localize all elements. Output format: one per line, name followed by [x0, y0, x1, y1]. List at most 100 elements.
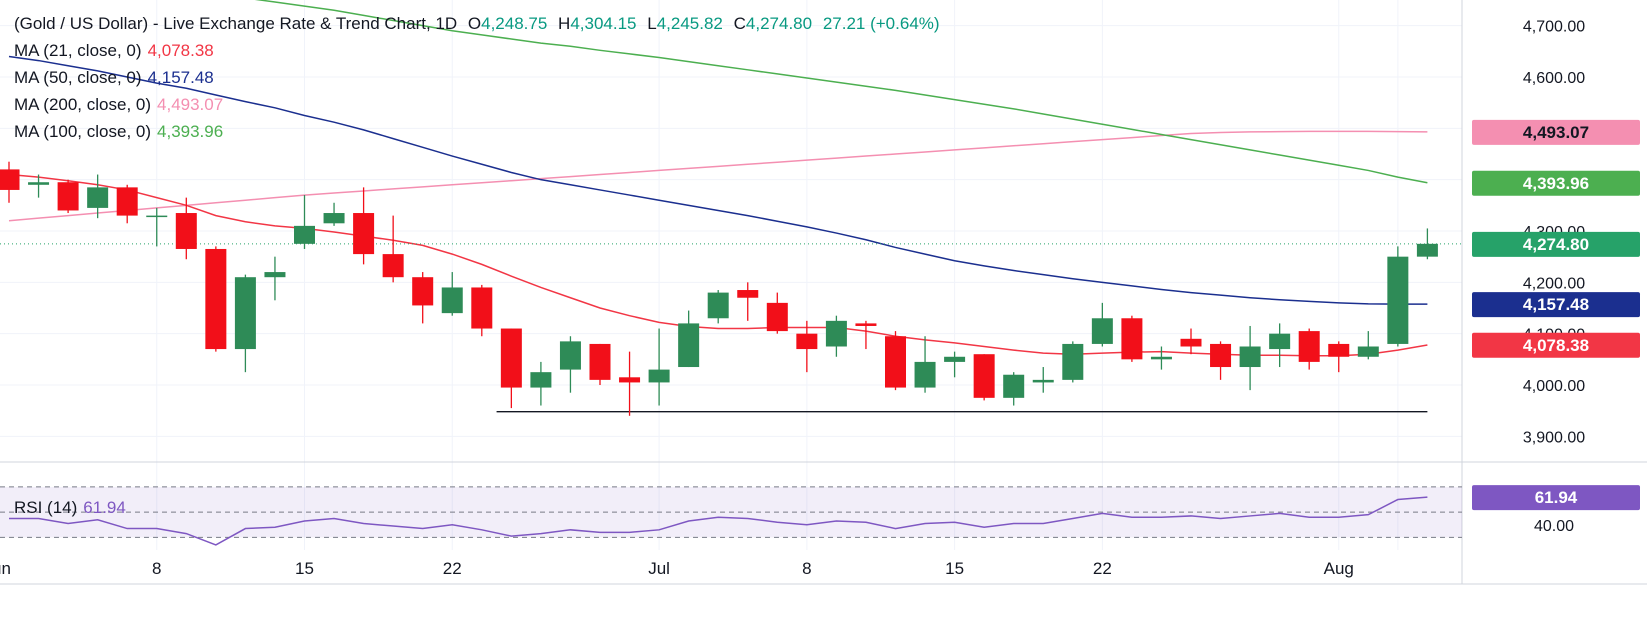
open-label: O — [467, 14, 482, 33]
candle-body — [707, 292, 729, 319]
candle — [1298, 328, 1320, 370]
candle-body — [1387, 256, 1409, 344]
time-tick-label: 22 — [443, 559, 462, 578]
candle — [1062, 341, 1084, 383]
legend-rsi[interactable]: RSI (14) 61.94 — [14, 498, 126, 518]
candle-body — [1269, 333, 1291, 350]
ma100-line — [254, 0, 1428, 184]
candle-body — [885, 336, 906, 388]
legend-ma200-value: 4,493.07 — [157, 95, 224, 114]
legend-ma50-label: MA (50, close, 0) — [14, 68, 142, 87]
candle-body — [914, 361, 936, 388]
price-tick-label: 3,900.00 — [1523, 429, 1585, 446]
candle-body — [1003, 374, 1025, 398]
time-tick-label: 8 — [152, 559, 161, 578]
candle — [1239, 325, 1261, 391]
candle — [1328, 341, 1350, 373]
price-badge: 4,493.07 — [1472, 119, 1640, 145]
price-badge-bg — [1472, 292, 1640, 318]
price-tick-label: 4,700.00 — [1523, 19, 1585, 36]
candle-body — [559, 341, 581, 370]
candle-body — [678, 323, 700, 368]
time-tick-label: Jun — [0, 559, 11, 578]
candle-body — [973, 354, 995, 398]
legend-ma50[interactable]: MA (50, close, 0) 4,157.48 — [14, 68, 214, 88]
candle — [973, 354, 995, 401]
candle-body — [294, 225, 315, 244]
ma200-line — [8, 130, 1428, 222]
high-label: H — [558, 14, 571, 33]
candle — [1416, 228, 1438, 260]
candle-body — [116, 187, 138, 216]
candle — [57, 179, 79, 214]
candle-body — [28, 182, 50, 185]
symbol-header: (Gold / US Dollar) - Live Exchange Rate … — [14, 14, 940, 34]
candle — [559, 336, 581, 393]
legend-ma200[interactable]: MA (200, close, 0) 4,493.07 — [14, 95, 223, 115]
price-badge: 4,274.80 — [1472, 231, 1640, 257]
candle — [1357, 331, 1379, 360]
legend-ma50-value: 4,157.48 — [147, 68, 214, 87]
rsi-badge-bg — [1472, 485, 1640, 511]
symbol-title: (Gold / US Dollar) - Live Exchange Rate … — [14, 14, 458, 33]
legend-ma200-label: MA (200, close, 0) — [14, 95, 152, 114]
price-badge-label: 4,493.07 — [1523, 123, 1589, 142]
candle-body — [412, 277, 434, 306]
legend-ma100-value: 4,393.96 — [157, 122, 224, 141]
candle — [796, 320, 818, 373]
price-tick-label: 4,600.00 — [1523, 70, 1585, 87]
candle — [294, 195, 315, 249]
candle-body — [737, 290, 759, 298]
candle-body — [1210, 343, 1232, 368]
candle-body — [1239, 346, 1261, 368]
ma50-line — [8, 55, 1428, 305]
legend-ma21-label: MA (21, close, 0) — [14, 41, 142, 60]
legend-ma100-label: MA (100, close, 0) — [14, 122, 152, 141]
candle-body — [0, 169, 20, 190]
candle-body — [353, 213, 375, 255]
legend-ma100[interactable]: MA (100, close, 0) 4,393.96 — [14, 122, 223, 142]
candle-body — [530, 372, 552, 388]
candle — [944, 351, 966, 378]
candle — [205, 246, 227, 352]
candle — [589, 343, 611, 385]
candle — [1091, 302, 1113, 347]
low-label: L — [647, 14, 657, 33]
price-badge: 4,393.96 — [1472, 170, 1640, 196]
candle — [855, 320, 877, 350]
price-badge-bg — [1472, 231, 1640, 257]
price-badge-label: 4,274.80 — [1523, 235, 1589, 254]
candle-body — [382, 254, 404, 278]
candle-body — [855, 323, 877, 326]
candle — [264, 256, 286, 301]
candle — [1210, 341, 1232, 380]
price-badge-label: 4,157.48 — [1523, 295, 1589, 314]
legend-ma21-value: 4,078.38 — [147, 41, 214, 60]
candle-body — [1121, 318, 1143, 360]
high-value: 4,304.15 — [570, 14, 637, 33]
candle — [1387, 246, 1409, 347]
candle-body — [648, 369, 670, 383]
candle — [707, 290, 729, 324]
candle — [500, 328, 522, 409]
rsi-badge: 61.94 — [1472, 485, 1640, 511]
price-badge: 4,078.38 — [1472, 332, 1640, 358]
rsi-line — [9, 496, 1428, 546]
candle — [825, 315, 847, 357]
legend-ma21[interactable]: MA (21, close, 0) 4,078.38 — [14, 41, 214, 61]
time-tick-label: 15 — [945, 559, 964, 578]
rsi-badge-label: 61.94 — [1535, 488, 1578, 507]
candle — [353, 187, 375, 265]
price-badge-label: 4,393.96 — [1523, 174, 1589, 193]
candle-body — [1032, 379, 1054, 383]
candle — [28, 174, 50, 198]
price-tick-label: 4,000.00 — [1523, 378, 1585, 395]
candle-body — [1298, 331, 1320, 362]
candle-body — [1150, 356, 1172, 360]
price-badge-label: 4,078.38 — [1523, 336, 1589, 355]
candle-body — [234, 277, 256, 350]
legend-rsi-value: 61.94 — [83, 498, 126, 517]
candle — [87, 174, 109, 219]
candle — [323, 202, 345, 226]
